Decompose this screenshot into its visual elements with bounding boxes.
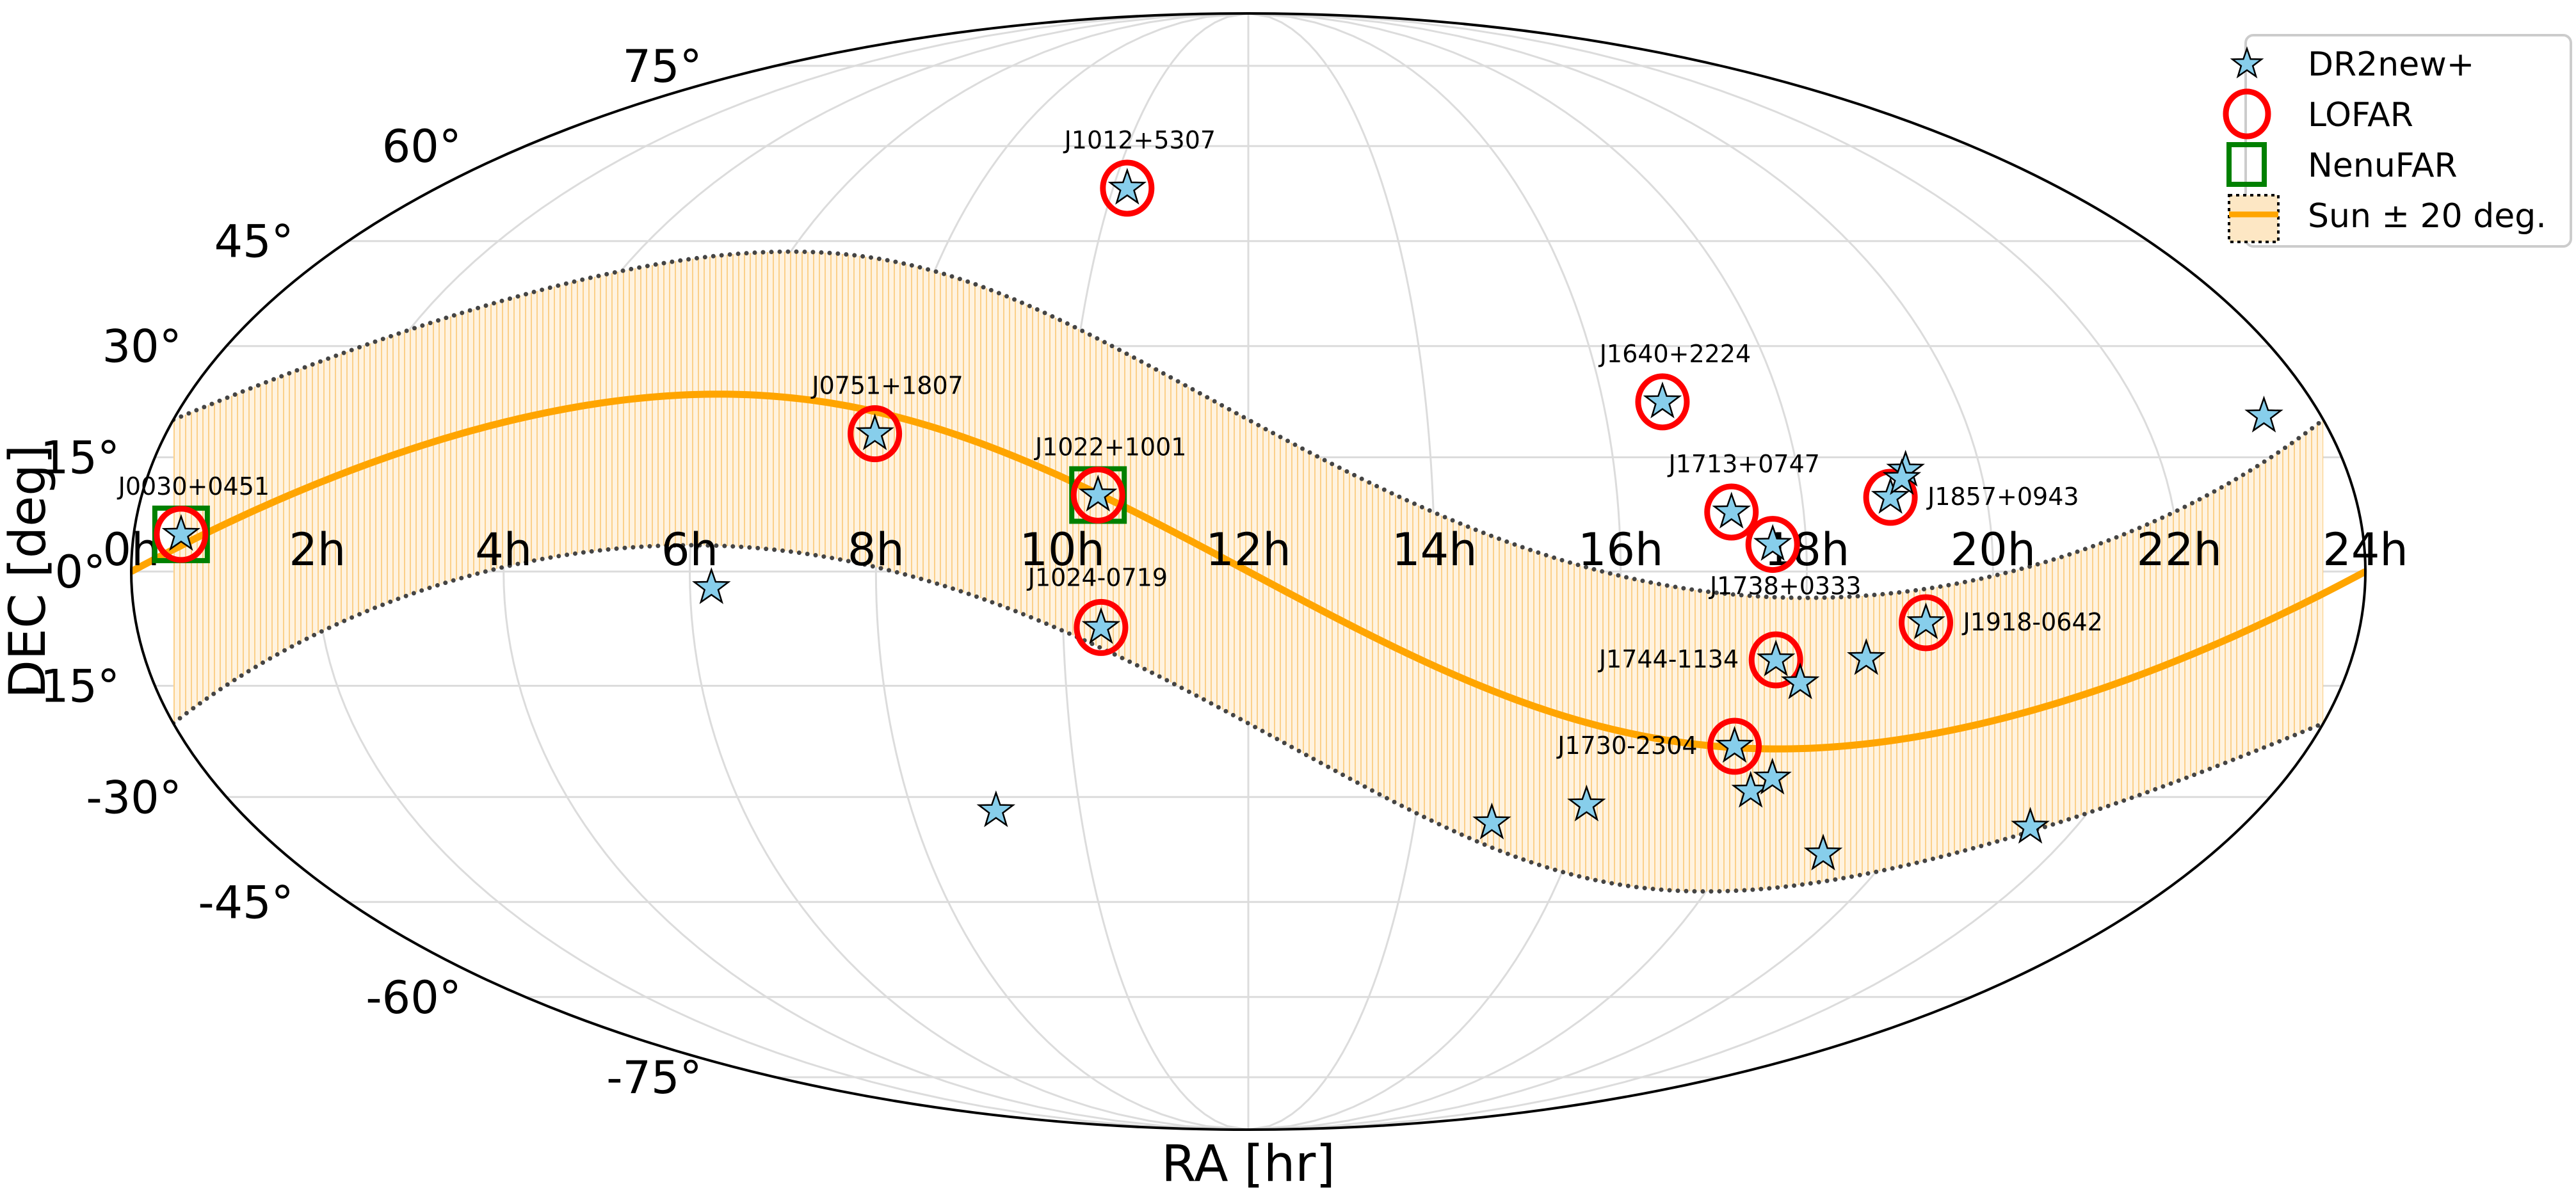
dr2-star-marker — [855, 413, 894, 451]
lofar-marker — [1899, 594, 1954, 652]
x-tick-label: 14h — [1392, 524, 1477, 576]
pulsar-label: J0030+0451 — [117, 472, 270, 500]
legend-label-dr2: DR2new+ — [2308, 45, 2474, 84]
pulsar-label: J1713+0747 — [1668, 450, 1820, 478]
pulsar-label: J1022+1001 — [1034, 433, 1186, 461]
x-tick-label: 12h — [1205, 524, 1291, 576]
x-tick-label: 4h — [475, 524, 532, 576]
sun-band-lower-edge — [171, 543, 2326, 894]
y-tick-label: 75° — [623, 40, 702, 93]
dr2-star-marker — [976, 790, 1016, 828]
meridian-gridline — [1248, 13, 1808, 1130]
pulsar-label: J1857+0943 — [1926, 483, 2079, 511]
dr2-star-marker — [2244, 396, 2283, 433]
legend-circle-icon — [2223, 88, 2271, 140]
x-axis-label: RA [hr] — [1161, 1135, 1335, 1193]
pulsar-label: J1640+2224 — [1598, 340, 1751, 368]
lofar-marker — [1070, 466, 1125, 524]
lofar-marker — [1074, 598, 1129, 656]
sky-boundary — [130, 12, 2367, 1131]
legend-label-nenufar: NenuFAR — [2308, 147, 2458, 185]
x-tick-label: 16h — [1578, 524, 1663, 576]
y-tick-label: 0° — [54, 546, 106, 598]
meridian-gridline — [503, 13, 1249, 1130]
legend-star-icon — [2230, 46, 2264, 79]
dr2-star-marker — [1081, 607, 1121, 645]
x-tick-label: 0h — [103, 524, 160, 576]
lofar-marker — [1707, 717, 1762, 775]
x-tick-label: 8h — [848, 524, 905, 576]
dr2-star-marker — [1906, 602, 1945, 639]
lofar-marker — [1100, 159, 1155, 217]
y-tick-label: 60° — [382, 120, 462, 173]
x-tick-label: 24h — [2322, 524, 2408, 576]
lofar-marker — [848, 405, 903, 463]
lofar-marker — [1863, 468, 1918, 526]
y-tick-label: -45° — [198, 876, 293, 929]
dr2-star-marker — [1803, 833, 1843, 871]
y-axis-label: DEC [deg] — [0, 445, 57, 698]
dr2-star-marker — [1715, 726, 1754, 763]
x-tick-label: 10h — [1019, 524, 1104, 576]
pulsar-label: J1024-0719 — [1027, 563, 1168, 591]
sun-path-line — [131, 390, 2365, 753]
x-tick-label: 2h — [289, 524, 346, 576]
y-tick-label: -30° — [86, 771, 181, 824]
pulsar-label: J0751+1807 — [810, 372, 963, 400]
dr2-star-marker — [1871, 477, 1910, 514]
dr2-star-marker — [1847, 638, 1886, 675]
dr2-star-marker — [1643, 381, 1682, 419]
dr2-star-marker — [1567, 784, 1606, 822]
legend-square-icon — [2226, 142, 2267, 187]
legend: DR2new+ LOFAR NenuFAR Sun ± 20 deg. — [2223, 34, 2572, 248]
y-tick-label: -75° — [606, 1052, 702, 1104]
dr2-star-marker — [2011, 806, 2050, 844]
dr2-star-marker — [1753, 524, 1792, 561]
meridian-gridline — [874, 13, 1249, 1130]
pulsar-label: J1918-0642 — [1962, 608, 2103, 636]
tick-labels: 0h 2h 4h 6h 8h 10h 12h 14h 16h 18h 20h 22h 24h75°60°… — [24, 40, 2408, 1104]
lofar-marker — [154, 506, 209, 563]
lofar-marker — [1748, 631, 1803, 689]
dr2-star-marker — [1756, 639, 1796, 677]
legend-frame — [2244, 34, 2572, 248]
data-points: J0030+0451 J0751+1807 J1012+5307 J1022+1001… — [117, 126, 2283, 871]
legend-label-lofar: LOFAR — [2308, 96, 2413, 134]
dr2-star-marker — [1107, 168, 1147, 205]
pulsar-label: J1744-1134 — [1598, 645, 1739, 673]
dr2-star-marker — [1078, 474, 1118, 512]
y-tick-label: -60° — [366, 972, 461, 1024]
dr2-star-marker — [1472, 802, 1511, 840]
pulsar-label: J1730-2304 — [1556, 732, 1697, 760]
pulsar-label: J1738+0333 — [1709, 572, 1861, 600]
x-tick-label: 22h — [2136, 524, 2221, 576]
pulsar-label: J1012+5307 — [1063, 126, 1216, 154]
dr2-star-marker — [1753, 757, 1792, 795]
lofar-marker — [1635, 373, 1690, 431]
legend-band-icon — [2228, 194, 2280, 243]
dr2-star-marker — [161, 514, 201, 551]
y-tick-label: -15° — [24, 661, 120, 713]
dr2-star-marker — [692, 567, 731, 604]
legend-label-sun: Sun ± 20 deg. — [2308, 197, 2547, 236]
y-tick-label: 30° — [102, 321, 182, 373]
y-tick-label: 15° — [40, 431, 120, 484]
lofar-marker — [1704, 483, 1759, 541]
meridian-gridline — [1248, 13, 1622, 1130]
sun-band — [131, 249, 2365, 894]
sun-band-upper-edge — [171, 249, 2326, 600]
dr2-star-marker — [1780, 662, 1820, 700]
x-tick-label: 6h — [661, 524, 718, 576]
meridian-gridline — [688, 13, 1249, 1130]
dr2-star-marker — [1712, 492, 1751, 529]
y-tick-label: 45° — [214, 216, 294, 268]
dr2-star-marker — [1882, 458, 1922, 495]
x-tick-label: 20h — [1951, 524, 2036, 576]
meridian-gridline — [1248, 13, 1994, 1130]
lofar-marker — [1745, 516, 1800, 573]
